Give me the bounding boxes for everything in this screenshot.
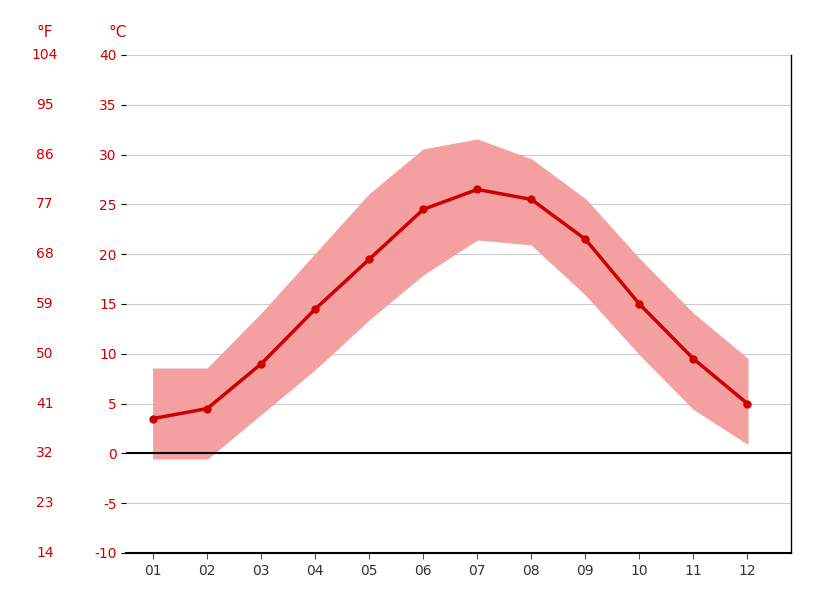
Text: 59: 59 bbox=[36, 297, 54, 311]
Text: 41: 41 bbox=[36, 397, 54, 411]
Text: °C: °C bbox=[109, 24, 127, 40]
Text: 86: 86 bbox=[36, 148, 54, 161]
Text: 50: 50 bbox=[36, 347, 54, 360]
Text: 95: 95 bbox=[36, 98, 54, 112]
Text: 104: 104 bbox=[32, 48, 58, 62]
Text: 32: 32 bbox=[36, 447, 54, 460]
Text: 77: 77 bbox=[36, 197, 54, 211]
Text: 68: 68 bbox=[36, 247, 54, 261]
Text: °F: °F bbox=[37, 24, 53, 40]
Text: 23: 23 bbox=[36, 496, 54, 510]
Text: 14: 14 bbox=[36, 546, 54, 560]
